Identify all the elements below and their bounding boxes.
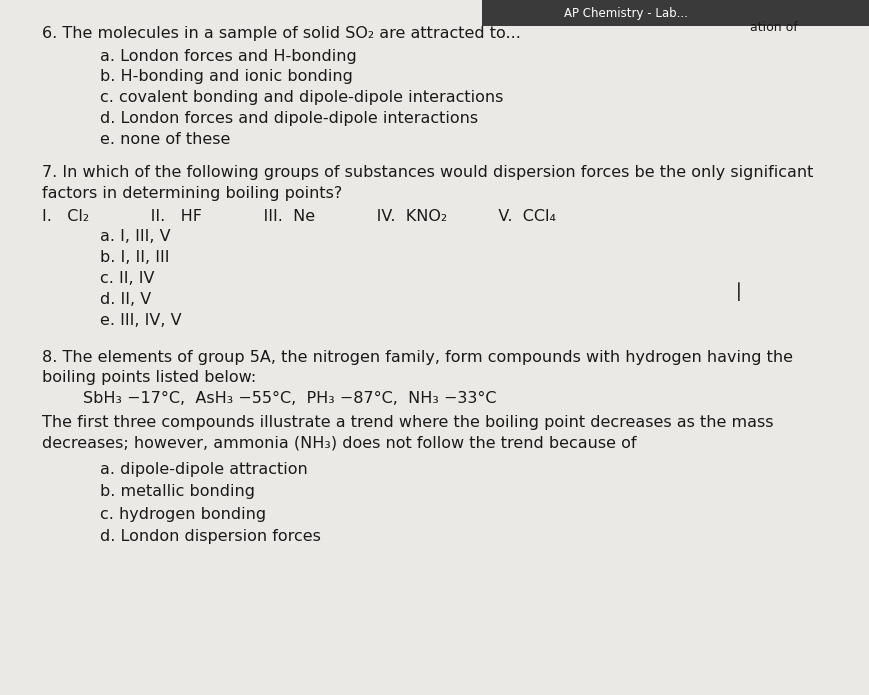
Text: decreases; however, ammonia (NH₃) does not follow the trend because of: decreases; however, ammonia (NH₃) does n… — [42, 436, 636, 451]
Text: SbH₃ −17°C,  AsH₃ −55°C,  PH₃ −87°C,  NH₃ −33°C: SbH₃ −17°C, AsH₃ −55°C, PH₃ −87°C, NH₃ −… — [42, 391, 496, 407]
Text: e. none of these: e. none of these — [100, 132, 230, 147]
Text: b. I, II, III: b. I, II, III — [100, 250, 169, 265]
Text: c. hydrogen bonding: c. hydrogen bonding — [100, 507, 266, 522]
Text: d. London dispersion forces: d. London dispersion forces — [100, 529, 321, 544]
Text: d. London forces and dipole-dipole interactions: d. London forces and dipole-dipole inter… — [100, 111, 478, 126]
Text: c. covalent bonding and dipole-dipole interactions: c. covalent bonding and dipole-dipole in… — [100, 90, 503, 106]
Text: d. II, V: d. II, V — [100, 292, 151, 307]
Text: 6. The molecules in a sample of solid SO₂ are attracted to...: 6. The molecules in a sample of solid SO… — [42, 26, 521, 41]
Text: The first three compounds illustrate a trend where the boiling point decreases a: The first three compounds illustrate a t… — [42, 415, 773, 430]
Text: c. II, IV: c. II, IV — [100, 271, 155, 286]
Text: 7. In which of the following groups of substances would dispersion forces be the: 7. In which of the following groups of s… — [42, 165, 813, 181]
Text: a. I, III, V: a. I, III, V — [100, 229, 170, 245]
Text: e. III, IV, V: e. III, IV, V — [100, 313, 182, 328]
Text: a. dipole-dipole attraction: a. dipole-dipole attraction — [100, 462, 308, 477]
Text: boiling points listed below:: boiling points listed below: — [42, 370, 256, 386]
Text: 8. The elements of group 5A, the nitrogen family, form compounds with hydrogen h: 8. The elements of group 5A, the nitroge… — [42, 350, 793, 365]
Text: factors in determining boiling points?: factors in determining boiling points? — [42, 186, 342, 202]
Text: ation of: ation of — [750, 22, 797, 34]
Text: a. London forces and H-bonding: a. London forces and H-bonding — [100, 49, 356, 64]
Text: ∣: ∣ — [733, 282, 744, 302]
Text: b. metallic bonding: b. metallic bonding — [100, 484, 255, 500]
Bar — [482, 0, 869, 26]
Text: I.   Cl₂            II.   HF            III.  Ne            IV.  KNO₂          V: I. Cl₂ II. HF III. Ne IV. KNO₂ V — [42, 208, 555, 224]
Text: AP Chemistry - Lab...: AP Chemistry - Lab... — [564, 8, 687, 20]
Text: b. H-bonding and ionic bonding: b. H-bonding and ionic bonding — [100, 70, 353, 85]
